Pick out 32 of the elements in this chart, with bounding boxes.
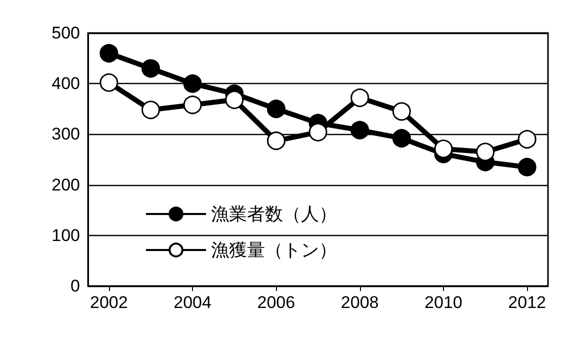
y-tick-label: 0: [70, 276, 80, 296]
legend-label: 漁業者数（人）: [211, 204, 337, 224]
y-tick-label: 200: [52, 175, 80, 194]
point: [434, 140, 453, 158]
point: [266, 100, 286, 118]
point: [392, 102, 411, 121]
point: [518, 158, 536, 176]
y-tick-label: 400: [52, 74, 80, 94]
point: [308, 122, 328, 142]
point: [225, 90, 244, 110]
x-tick-label: 2010: [424, 293, 462, 312]
x-tick-label: 2012: [508, 293, 546, 312]
point: [392, 129, 411, 148]
x-tick-label: 2002: [90, 293, 128, 312]
point: [183, 74, 202, 93]
point: [518, 130, 536, 149]
point: [100, 73, 118, 92]
point: [350, 120, 370, 140]
point: [141, 100, 160, 120]
y-tick-label: 500: [52, 24, 80, 42]
point: [141, 59, 160, 78]
x-tick-label: 2006: [257, 293, 296, 312]
y-tick-label: 300: [52, 124, 80, 144]
x-tick-label: 2004: [174, 293, 212, 312]
point: [100, 44, 118, 62]
point: [183, 96, 202, 114]
point: [266, 132, 286, 150]
point: [476, 142, 495, 162]
y-tick-label: 100: [52, 226, 80, 245]
point: [350, 88, 370, 108]
x-tick-label: 2008: [340, 293, 379, 312]
legend-label: 漁獲量（トン）: [211, 240, 337, 260]
